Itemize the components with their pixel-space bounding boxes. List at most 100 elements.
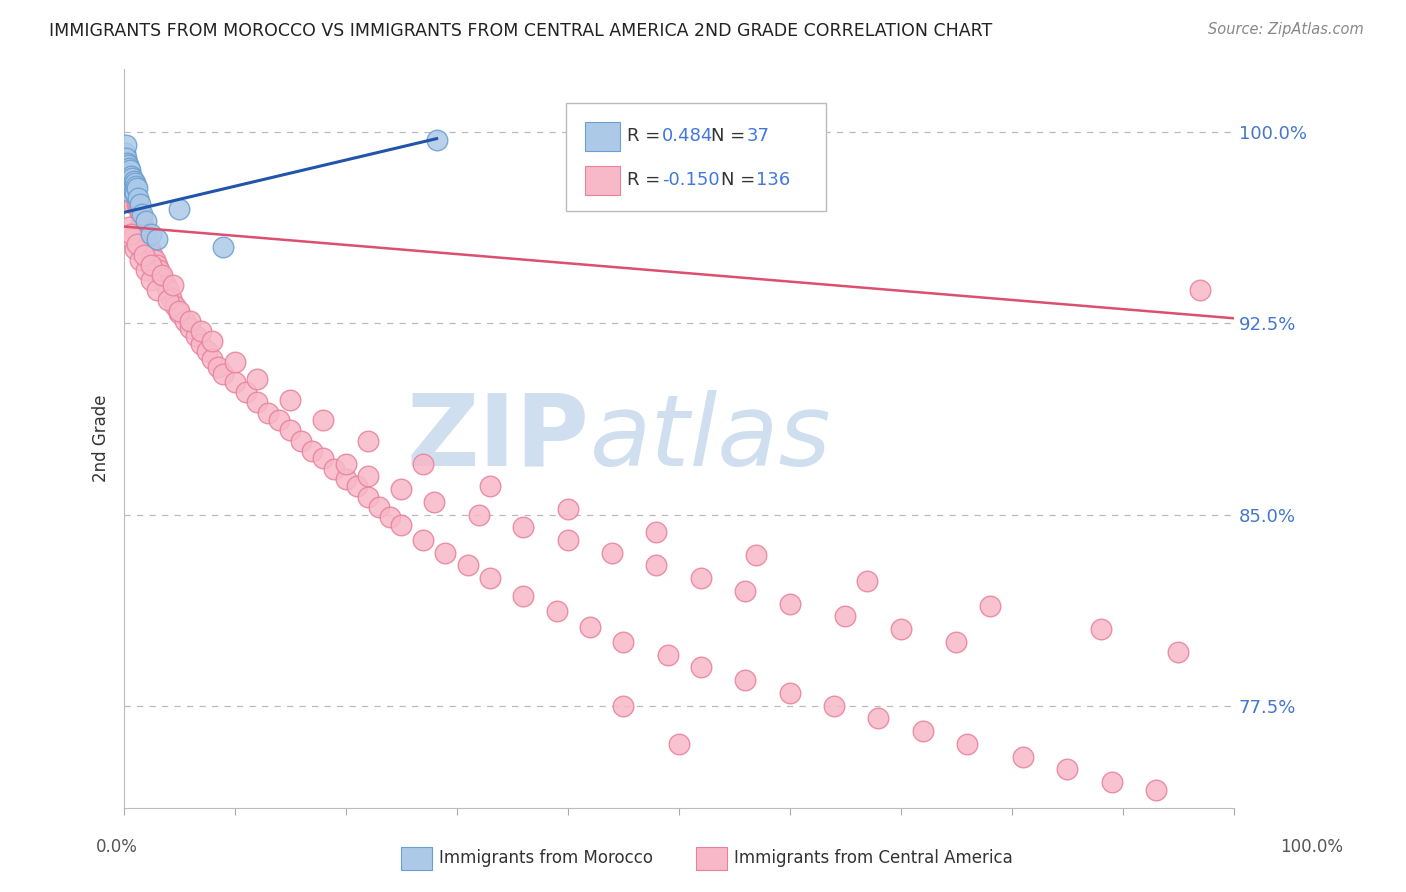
Point [118, 169, 141, 183]
Point [312, 451, 335, 466]
Point [114, 145, 136, 160]
Point [120, 163, 142, 178]
Point [129, 252, 152, 267]
Point [127, 199, 149, 213]
Point [290, 434, 312, 448]
Point [190, 324, 212, 338]
Point [689, 660, 711, 674]
Point [212, 368, 235, 382]
Point [114, 166, 136, 180]
Point [135, 232, 157, 246]
Point [132, 222, 155, 236]
Point [335, 457, 357, 471]
Point [114, 156, 136, 170]
Point [167, 306, 190, 320]
Y-axis label: 2nd Grade: 2nd Grade [93, 394, 110, 482]
Point [212, 240, 235, 254]
Point [122, 184, 145, 198]
Point [357, 469, 380, 483]
Point [150, 270, 173, 285]
Point [689, 571, 711, 585]
Point [323, 461, 346, 475]
Text: ZIP: ZIP [406, 390, 591, 486]
Point [167, 202, 190, 216]
Point [911, 724, 934, 739]
Point [612, 635, 634, 649]
Point [117, 181, 139, 195]
Point [190, 336, 212, 351]
Point [115, 174, 138, 188]
Point [141, 258, 163, 272]
Point [129, 211, 152, 226]
Point [124, 176, 146, 190]
Point [956, 737, 979, 751]
Point [120, 169, 142, 183]
Point [114, 166, 136, 180]
Point [184, 329, 207, 343]
Point [117, 178, 139, 193]
Text: 100.0%: 100.0% [1279, 838, 1343, 856]
Text: R =: R = [627, 127, 666, 145]
Point [122, 184, 145, 198]
Point [868, 711, 890, 725]
Point [115, 166, 138, 180]
Text: N =: N = [721, 170, 761, 188]
Point [162, 278, 184, 293]
Text: 136: 136 [756, 170, 790, 188]
Point [478, 479, 501, 493]
Point [135, 214, 157, 228]
Point [115, 178, 138, 193]
Point [557, 533, 579, 547]
Point [156, 293, 179, 308]
Point [668, 737, 690, 751]
Point [423, 495, 446, 509]
Point [745, 549, 768, 563]
Point [224, 354, 246, 368]
Text: Immigrants from Central America: Immigrants from Central America [734, 849, 1012, 867]
Point [779, 686, 801, 700]
Point [117, 169, 139, 183]
Point [148, 263, 170, 277]
Point [312, 413, 335, 427]
Point [122, 196, 145, 211]
Text: Source: ZipAtlas.com: Source: ZipAtlas.com [1208, 22, 1364, 37]
Point [434, 546, 457, 560]
Point [114, 151, 136, 165]
Point [131, 217, 153, 231]
Text: atlas: atlas [591, 390, 831, 486]
Point [134, 227, 156, 242]
Point [120, 227, 142, 242]
Point [160, 291, 183, 305]
Point [207, 359, 229, 374]
Point [278, 424, 301, 438]
Point [155, 278, 177, 293]
Point [121, 178, 143, 193]
Point [115, 156, 138, 170]
Point [779, 597, 801, 611]
Point [346, 479, 368, 493]
Point [600, 546, 623, 560]
Point [136, 237, 159, 252]
Point [125, 237, 148, 252]
Point [114, 138, 136, 153]
Text: 37: 37 [747, 127, 769, 145]
Point [127, 192, 149, 206]
Point [389, 517, 412, 532]
Point [1167, 645, 1189, 659]
Point [890, 622, 912, 636]
Point [856, 574, 879, 588]
Text: R =: R = [627, 170, 666, 188]
Point [118, 161, 141, 175]
Point [179, 321, 201, 335]
Point [150, 268, 173, 282]
Point [125, 196, 148, 211]
Point [125, 178, 148, 193]
Point [124, 243, 146, 257]
Point [124, 186, 146, 201]
Point [146, 232, 169, 246]
Point [120, 171, 142, 186]
Point [156, 283, 179, 297]
Point [257, 406, 280, 420]
Point [246, 395, 269, 409]
Point [945, 635, 967, 649]
